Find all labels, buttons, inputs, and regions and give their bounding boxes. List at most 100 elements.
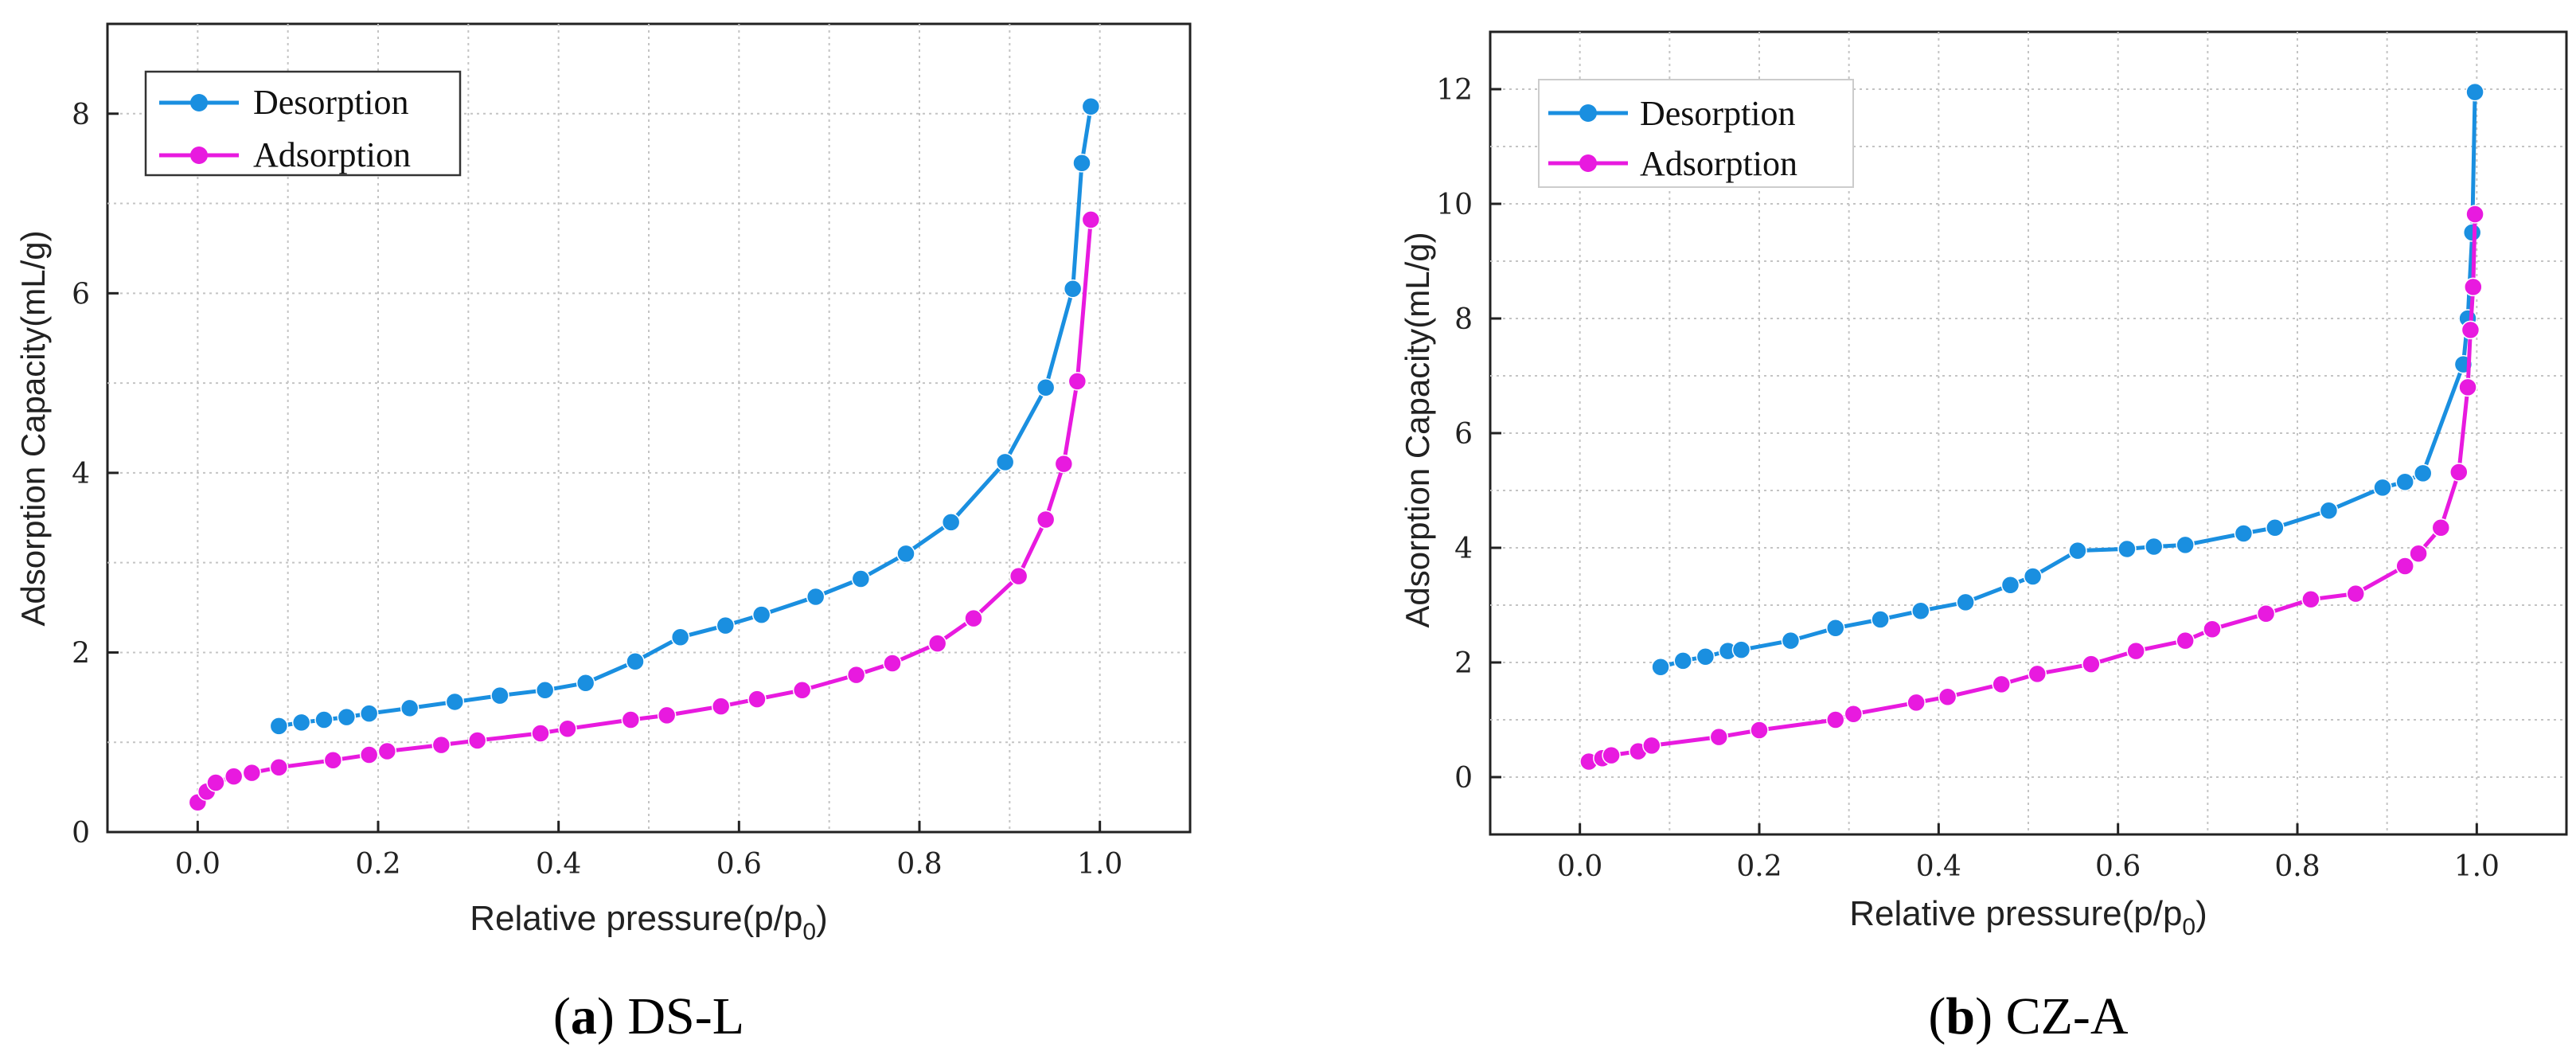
y-tick-label: 10 <box>1436 189 1473 221</box>
legend-label-adsorption-a: Adsorption <box>253 135 411 174</box>
data-point-desorption-a <box>535 681 555 700</box>
data-point-adsorption-a <box>359 745 379 764</box>
legend-marker-adsorption-a <box>190 147 208 164</box>
chart-panel-b: 0.0 0.2 0.4 0.6 0.8 1.0 0 2 4 6 8 10 12 Desorption A… <box>1399 30 2568 1045</box>
data-point-desorption-a <box>337 707 357 727</box>
x-axis-label-a: Relative pressure(p/p0) <box>470 899 828 945</box>
y-tick-label: 0 <box>1454 762 1473 795</box>
data-point-adsorption-a <box>621 710 641 729</box>
data-point-desorption-a <box>1081 97 1101 116</box>
legend-label-desorption-a: Desorption <box>253 83 409 122</box>
chart-panel-a: 0.0 0.2 0.4 0.6 0.8 1.0 0 2 4 6 8 Desorption Adsor… <box>14 22 1192 1045</box>
data-point-adsorption-b <box>2449 463 2469 482</box>
data-point-adsorption-b <box>2203 619 2222 639</box>
data-point-adsorption-b <box>1844 705 1864 724</box>
data-point-adsorption-b <box>2176 631 2195 651</box>
data-point-adsorption-a <box>431 735 451 755</box>
data-point-adsorption-b <box>1750 721 1769 740</box>
y-tick-label: 2 <box>72 637 90 670</box>
data-point-desorption-b <box>2000 576 2020 595</box>
data-point-adsorption-b <box>2465 205 2484 224</box>
x-tick-label: 0.2 <box>1736 850 1782 883</box>
data-point-desorption-b <box>2413 463 2433 483</box>
y-tick-label: 2 <box>1454 647 1473 680</box>
data-point-desorption-a <box>896 544 915 564</box>
data-point-desorption-b <box>2373 478 2392 498</box>
caption-b: (b) CZ-A <box>1928 987 2129 1045</box>
data-point-adsorption-a <box>657 705 677 725</box>
data-point-desorption-b <box>1731 640 1751 659</box>
legend-marker-desorption-b <box>1579 104 1597 122</box>
data-point-adsorption-b <box>1826 710 1845 729</box>
data-point-desorption-b <box>1781 631 1801 651</box>
data-point-adsorption-a <box>747 690 767 709</box>
data-point-desorption-b <box>2462 223 2482 242</box>
data-point-adsorption-b <box>2461 320 2480 340</box>
data-point-adsorption-a <box>711 697 731 716</box>
series-line-adsorption-b <box>1588 213 2477 764</box>
data-point-desorption-b <box>1911 601 1930 620</box>
data-point-desorption-b <box>2319 501 2339 520</box>
data-point-desorption-a <box>806 587 825 607</box>
data-point-desorption-b <box>2144 537 2164 557</box>
x-tick-label: 0.6 <box>716 848 762 881</box>
data-point-desorption-b <box>1871 610 1890 629</box>
y-tick-label: 0 <box>72 817 90 850</box>
ticks-a: 0.0 0.2 0.4 0.6 0.8 1.0 0 2 4 6 8 <box>72 99 1122 881</box>
y-tick-label: 6 <box>1454 418 1473 451</box>
data-point-adsorption-b <box>2028 664 2047 684</box>
data-point-desorption-a <box>995 452 1015 472</box>
y-tick-label: 4 <box>1454 533 1473 565</box>
data-point-adsorption-b <box>2346 584 2365 604</box>
data-point-adsorption-a <box>242 763 262 783</box>
data-point-adsorption-b <box>2082 654 2101 674</box>
x-tick-label: 0.8 <box>896 848 942 881</box>
y-tick-label: 12 <box>1436 74 1473 107</box>
legend-b: Desorption Adsorption <box>1538 79 1854 188</box>
data-point-adsorption-a <box>1009 566 1028 586</box>
data-point-desorption-b <box>2234 524 2254 543</box>
data-point-desorption-b <box>1826 619 1845 638</box>
y-tick-label: 8 <box>1454 303 1473 336</box>
x-tick-label: 1.0 <box>2454 850 2500 883</box>
data-point-adsorption-a <box>1054 454 1074 474</box>
series-b <box>1579 82 2484 772</box>
data-point-desorption-a <box>359 704 379 723</box>
legend-label-adsorption-b: Adsorption <box>1640 144 1797 183</box>
data-point-adsorption-b <box>1602 745 1621 765</box>
y-axis-label-b: Adsorption Capacity(mL/g) <box>1399 232 1436 627</box>
data-point-adsorption-a <box>377 741 397 761</box>
data-point-desorption-a <box>716 615 736 635</box>
data-point-desorption-a <box>670 627 690 647</box>
legend-marker-adsorption-b <box>1579 154 1597 172</box>
data-point-desorption-a <box>576 674 595 693</box>
data-point-desorption-b <box>2117 539 2137 559</box>
data-point-desorption-b <box>2465 82 2484 102</box>
data-point-desorption-b <box>2068 541 2087 561</box>
data-point-desorption-a <box>314 710 334 729</box>
data-point-adsorption-b <box>1907 693 1926 713</box>
data-point-desorption-a <box>445 692 465 712</box>
data-point-desorption-a <box>400 698 420 718</box>
x-tick-label: 0.8 <box>2274 850 2320 883</box>
data-point-desorption-a <box>1072 154 1091 173</box>
data-point-adsorption-b <box>2431 518 2451 537</box>
data-point-adsorption-b <box>2126 641 2145 661</box>
data-point-adsorption-a <box>846 665 866 685</box>
data-point-desorption-a <box>1036 378 1056 397</box>
data-point-adsorption-a <box>792 681 812 700</box>
data-point-adsorption-a <box>927 634 947 653</box>
data-point-adsorption-a <box>531 724 550 743</box>
data-point-adsorption-b <box>2458 377 2477 397</box>
data-point-adsorption-a <box>964 608 983 628</box>
data-point-adsorption-b <box>2301 590 2320 609</box>
data-point-desorption-a <box>1063 279 1083 299</box>
x-tick-label: 0.0 <box>175 848 221 881</box>
x-tick-label: 0.6 <box>2095 850 2141 883</box>
data-point-adsorption-a <box>323 751 343 770</box>
data-point-adsorption-a <box>558 719 577 739</box>
y-tick-label: 6 <box>72 278 90 311</box>
y-tick-label: 4 <box>72 458 90 490</box>
series-a <box>188 97 1101 812</box>
data-point-desorption-a <box>941 513 961 532</box>
